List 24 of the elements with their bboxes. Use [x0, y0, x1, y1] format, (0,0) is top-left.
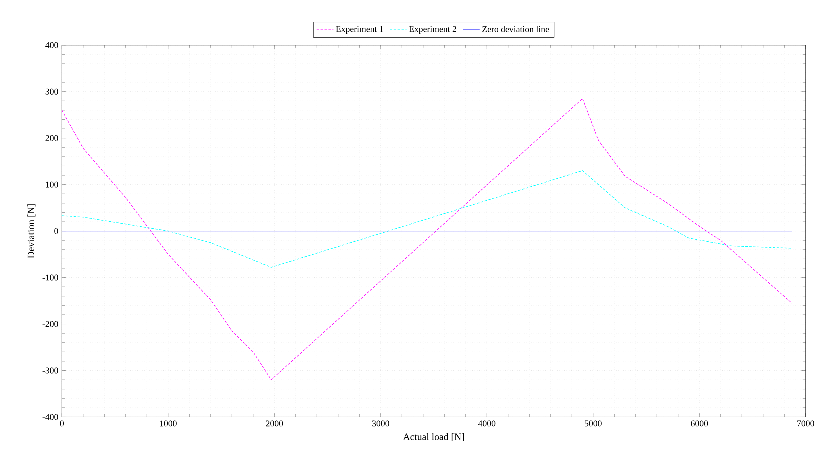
- y-axis-title: Deviation [N]: [28, 204, 36, 259]
- legend-label: Experiment 2: [409, 26, 456, 34]
- y-tick-label: 300: [46, 89, 58, 96]
- line-series: [62, 170, 792, 268]
- y-tick-label: -300: [42, 368, 58, 374]
- y-tick-label: -100: [42, 274, 58, 281]
- x-tick-label: 2000: [266, 420, 284, 427]
- legend-label: Zero deviation line: [482, 26, 550, 33]
- y-tick-label: 400: [46, 42, 58, 49]
- y-tick-label: -200: [42, 321, 58, 328]
- y-tick-label: 200: [46, 136, 58, 142]
- x-tick-label: 5000: [585, 420, 602, 427]
- x-tick-label: 1000: [160, 420, 177, 427]
- x-tick-label: 6000: [691, 420, 708, 427]
- line-series: [62, 98, 792, 380]
- y-tick-label: 100: [46, 182, 58, 188]
- y-tick-label: -400: [42, 414, 58, 420]
- y-tick-label: 0: [54, 228, 58, 234]
- x-tick-label: 3000: [372, 420, 390, 427]
- x-axis-title: Actual load [N]: [403, 434, 464, 442]
- legend-label: Experiment 1: [336, 26, 384, 34]
- x-tick-label: 7000: [798, 420, 814, 427]
- x-tick-label: 0: [60, 420, 64, 427]
- x-tick-label: 4000: [478, 420, 496, 427]
